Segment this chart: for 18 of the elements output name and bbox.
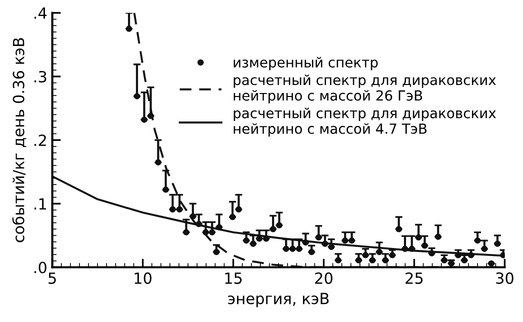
x-tick-label: 15 <box>225 272 242 284</box>
y-tick-label: .1 <box>34 198 46 210</box>
legend-label: расчетный спектр для дираковских нейтрино с массой 4.7 ТэВ <box>234 108 496 137</box>
x-tick-label: 10 <box>134 272 152 284</box>
legend-label: измеренный спектр <box>234 56 378 70</box>
y-axis-title: событий/кг день 0.36 кэВ <box>12 38 26 242</box>
point <box>488 260 494 267</box>
x-tick-label: 20 <box>315 272 332 284</box>
x-tick-label: 5 <box>48 272 56 284</box>
y-tick-label: .2 <box>34 134 46 146</box>
x-tick-label: 30 <box>496 272 514 284</box>
y-tick-label: .4 <box>34 8 47 19</box>
y-tick-label: .3 <box>34 70 46 82</box>
point <box>308 248 315 256</box>
y-tick-label: .0 <box>34 262 46 274</box>
x-axis-title: энергия, кэВ <box>228 292 329 308</box>
point <box>213 248 220 256</box>
x-tick-label: 25 <box>406 272 423 284</box>
